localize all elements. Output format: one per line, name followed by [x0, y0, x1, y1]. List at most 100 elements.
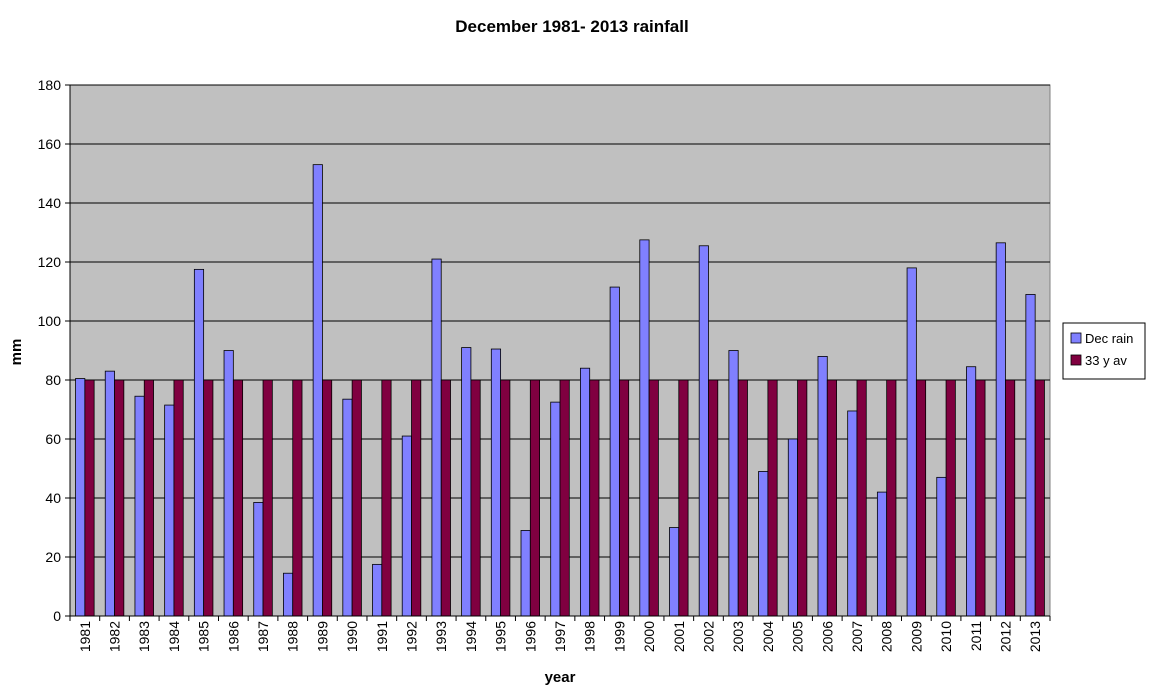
bar-dec-rain — [134, 395, 145, 617]
x-tick-label: 1981 — [77, 621, 93, 652]
x-tick-label: 1984 — [166, 621, 182, 652]
bar-dec-rain — [728, 350, 739, 617]
chart-title: December 1981- 2013 rainfall — [455, 17, 688, 36]
bar-average — [529, 379, 541, 617]
x-tick-label: 1988 — [285, 621, 301, 652]
x-tick-label: 1993 — [433, 621, 449, 652]
bar-dec-rain — [283, 572, 294, 617]
bar-dec-rain — [223, 350, 234, 617]
bar-dec-rain — [995, 242, 1006, 617]
x-tick-label: 2002 — [700, 621, 716, 652]
bar-average — [678, 379, 689, 617]
bar-dec-rain — [847, 410, 858, 617]
bar-average — [618, 379, 630, 617]
bar-average — [440, 379, 451, 617]
bar-average — [589, 379, 600, 617]
axes — [69, 85, 1050, 617]
x-tick-label: 2004 — [760, 621, 776, 652]
y-axis-ticks: 0 20 40 60 80 100 120 140 160 180 — [38, 77, 70, 624]
bar-average — [262, 379, 273, 617]
legend: Dec rain 33 y av — [1062, 322, 1146, 380]
bar-average — [797, 379, 808, 617]
legend-swatch — [1070, 332, 1082, 344]
bar-average — [826, 379, 837, 617]
y-tick-label: 180 — [38, 77, 62, 93]
bar-dec-rain — [639, 239, 650, 617]
bar-average — [737, 379, 748, 617]
x-tick-label: 1990 — [344, 621, 360, 652]
legend-box — [1062, 322, 1146, 380]
x-tick-label: 2001 — [671, 621, 687, 652]
legend-label: Dec rain — [1085, 331, 1133, 346]
x-tick-label: 1983 — [136, 621, 152, 652]
x-tick-label: 1996 — [522, 621, 538, 652]
bar-dec-rain — [372, 563, 383, 617]
bar-dec-rain — [104, 370, 115, 617]
bar-dec-rain — [461, 347, 472, 617]
x-tick-label: 1991 — [374, 621, 390, 652]
x-tick-label: 1998 — [582, 621, 598, 652]
bar-average — [114, 379, 125, 617]
bar-average — [381, 379, 392, 617]
x-tick-label: 2005 — [790, 621, 806, 652]
x-tick-label: 1995 — [493, 621, 509, 652]
bar-average — [1005, 379, 1016, 617]
bars — [75, 164, 1045, 617]
bar-average — [203, 379, 214, 617]
bar-average — [975, 379, 986, 617]
bar-average — [767, 379, 778, 617]
bar-average — [411, 379, 422, 617]
y-tick-label: 100 — [38, 313, 62, 329]
y-tick-label: 0 — [53, 608, 61, 624]
y-tick-label: 140 — [38, 195, 62, 211]
bar-average — [559, 379, 570, 617]
bar-dec-rain — [431, 258, 442, 617]
x-tick-label: 1982 — [107, 621, 123, 652]
bar-dec-rain — [164, 404, 175, 617]
y-tick-label: 80 — [45, 372, 61, 388]
x-tick-label: 1997 — [552, 621, 568, 652]
x-axis-label: year — [545, 669, 576, 686]
x-tick-label: 1994 — [463, 621, 479, 652]
x-tick-label: 2006 — [819, 621, 835, 652]
bar-average — [500, 379, 511, 617]
bar-dec-rain — [401, 435, 412, 617]
bar-dec-rain — [698, 245, 709, 617]
bar-dec-rain — [817, 355, 828, 617]
x-tick-label: 1985 — [196, 621, 212, 652]
y-axis-label: mm — [8, 339, 25, 366]
y-tick-label: 20 — [45, 549, 61, 565]
x-tick-label: 2013 — [1027, 621, 1043, 652]
x-tick-label: 2009 — [908, 621, 924, 652]
bar-dec-rain — [787, 438, 798, 617]
bar-average — [351, 379, 362, 617]
bar-average — [470, 379, 481, 617]
y-tick-label: 60 — [45, 431, 61, 447]
bar-dec-rain — [75, 378, 86, 617]
bar-average — [322, 379, 333, 617]
bar-average — [915, 379, 927, 617]
bar-dec-rain — [520, 530, 531, 617]
legend-label: 33 y av — [1085, 353, 1127, 368]
bar-dec-rain — [876, 491, 888, 617]
bar-dec-rain — [342, 398, 353, 617]
bar-dec-rain — [312, 164, 323, 617]
x-tick-label: 1999 — [611, 621, 627, 652]
y-tick-label: 40 — [45, 490, 61, 506]
x-axis-ticks: 1981 1982 1983 1984 1985 1986 1987 1988 1989 1990… — [69, 616, 1051, 652]
bar-dec-rain — [966, 366, 977, 617]
bar-dec-rain — [936, 476, 947, 617]
bar-average — [708, 379, 719, 617]
x-tick-label: 2011 — [968, 621, 984, 651]
bar-dec-rain — [758, 471, 769, 617]
legend-swatch — [1070, 354, 1082, 366]
bar-dec-rain — [193, 268, 205, 617]
x-tick-label: 2003 — [730, 621, 746, 652]
bar-dec-rain — [669, 527, 680, 617]
x-tick-label: 1986 — [225, 621, 241, 652]
y-tick-label: 120 — [38, 254, 62, 270]
x-tick-label: 2012 — [997, 621, 1013, 652]
bar-dec-rain — [253, 502, 264, 617]
bar-dec-rain — [609, 286, 620, 617]
